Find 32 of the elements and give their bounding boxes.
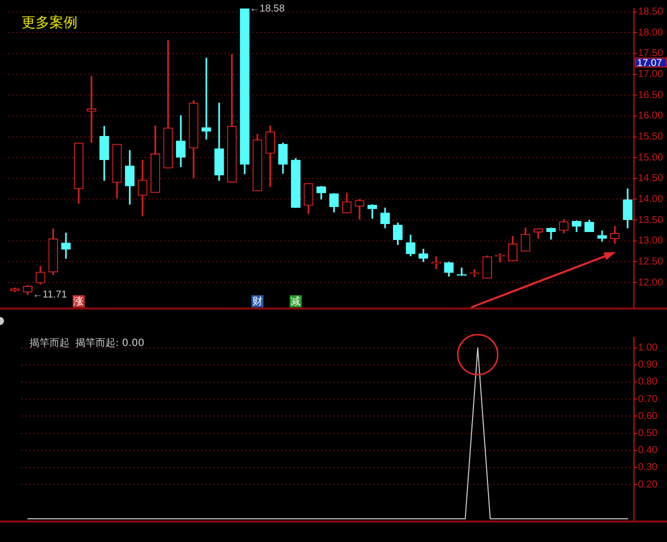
data-label: 财 <box>252 295 262 308</box>
annotation: ←11.71 <box>32 289 68 300</box>
y-tick-label: 0.30 <box>638 462 658 474</box>
annotation: ←18.58 <box>250 3 286 14</box>
y-tick-label: 12.50 <box>638 256 664 268</box>
text: 17.07 <box>637 58 662 69</box>
y-tick-label: 14.50 <box>638 173 664 184</box>
y-tick-label: 13.50 <box>638 214 664 226</box>
text: 揭竿而起: 0.00 <box>76 337 144 350</box>
y-tick-label: 16.00 <box>638 110 664 122</box>
y-tick-label: 0.70 <box>638 394 658 405</box>
y-tick-label: 0.20 <box>638 479 658 490</box>
y-tick-label: 18.00 <box>638 27 664 38</box>
data-label: 涨 <box>74 295 84 308</box>
y-tick-label: 16.50 <box>638 90 664 101</box>
y-tick-label: 15.00 <box>638 152 664 164</box>
data-label: 减 <box>290 295 301 308</box>
y-tick-label: 14.00 <box>638 194 664 205</box>
y-tick-label: 15.50 <box>638 132 664 143</box>
y-tick-label: 0.90 <box>638 360 658 371</box>
y-tick-label: 12.00 <box>638 277 664 288</box>
y-tick-label: 0.50 <box>638 428 658 440</box>
y-tick-label: 13.00 <box>638 236 664 247</box>
y-tick-label: 1.00 <box>638 342 658 354</box>
y-tick-label: 0.40 <box>638 445 658 456</box>
y-tick-label: 17.50 <box>638 48 664 60</box>
annotation: 更多案例 <box>22 14 78 32</box>
y-tick-label: 0.80 <box>638 376 658 388</box>
y-tick-label: 17.00 <box>638 69 664 80</box>
y-tick-label: 18.50 <box>638 6 664 18</box>
y-tick-label: 0.60 <box>638 410 658 422</box>
chart-title: 揭竿而起 <box>30 337 70 350</box>
